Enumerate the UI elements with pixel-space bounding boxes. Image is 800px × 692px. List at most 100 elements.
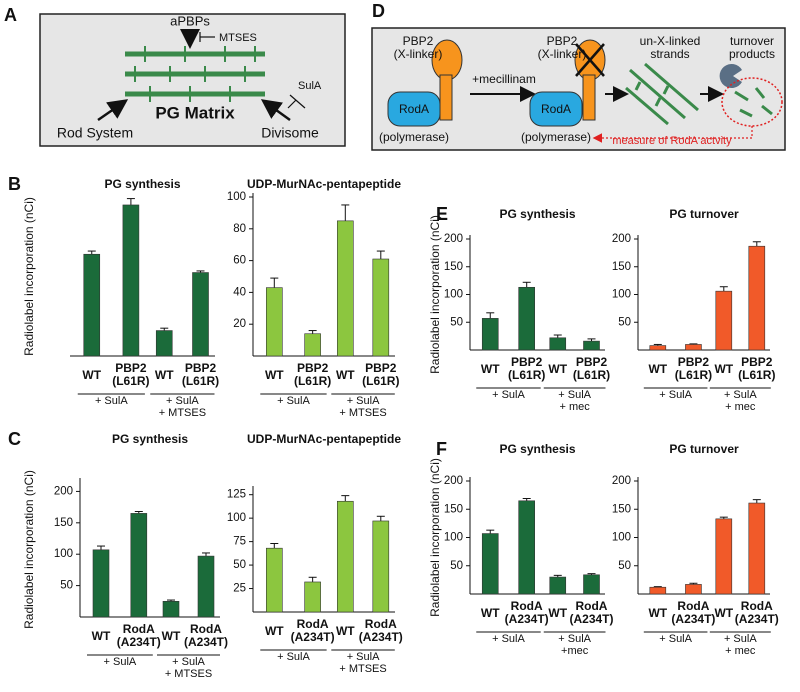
x-tick-label: PBP2 (L61R) — [572, 355, 611, 382]
x-tick-label: WT — [648, 605, 668, 620]
x-tick-label-box: PBP2 (L61R) — [738, 355, 776, 382]
bar — [192, 272, 209, 357]
x-tick-label-box: PBP2 (L61R) — [675, 356, 712, 381]
bar — [336, 220, 354, 357]
group-label: + SulA + MTSES — [158, 396, 207, 419]
y-tick-label: 50 — [450, 560, 463, 572]
y-axis-label: Radiolabel incorporation (nCi) — [22, 470, 36, 629]
y-tick-label: 100 — [444, 532, 463, 544]
bar — [481, 318, 499, 351]
group-label-box: + SulA + MTSES — [158, 396, 207, 419]
group-label-box: + SulA — [104, 657, 137, 668]
chart-title: UDP-MurNAc-pentapeptide — [247, 177, 401, 191]
y-tick-label: 60 — [233, 255, 246, 267]
x-tick-label-box: WT — [264, 367, 284, 382]
y-tick-label: 150 — [612, 261, 631, 273]
chart-title: UDP-MurNAc-pentapeptide — [247, 432, 401, 446]
group-label: + SulA — [277, 652, 310, 663]
x-tick-label-box: WT — [336, 624, 355, 637]
x-tick-label: WT — [480, 361, 500, 376]
x-tick-label: PBP2 (L61R) — [362, 361, 400, 388]
x-tick-label-box: RodA (A234T) — [117, 623, 161, 648]
x-tick-label-box: WT — [648, 361, 668, 376]
y-tick-label: 200 — [54, 485, 73, 497]
group-label-box: + SulA +mec — [558, 634, 591, 656]
label: +mecillinam — [472, 72, 536, 86]
group-label: + SulA — [659, 390, 692, 401]
crosslinks — [134, 46, 256, 102]
x-tick-label: WT — [714, 361, 734, 376]
bar — [336, 500, 354, 613]
group-label-box: + SulA — [277, 652, 310, 663]
panel-label: E — [436, 204, 448, 224]
strands-graphic — [625, 62, 699, 126]
group-label-box: + SulA — [94, 396, 128, 407]
x-tick-label-box: WT — [336, 368, 355, 381]
products-outline — [721, 77, 783, 127]
group-label: + SulA + mec — [723, 634, 757, 657]
x-tick-label: PBP2 (L61R) — [508, 355, 546, 382]
group-label-box: + SulA — [492, 634, 525, 645]
x-tick-label-box: WT — [548, 605, 568, 620]
x-tick-label: WT — [648, 361, 668, 376]
x-tick-label-box: RodA (A234T) — [671, 599, 716, 626]
group-label: + SulA — [492, 390, 525, 401]
x-tick-label: PBP2 (L61R) — [112, 361, 150, 388]
bar — [265, 547, 283, 613]
x-tick-label: RodA (A234T) — [671, 599, 716, 626]
group-label: + SulA + MTSES — [339, 652, 387, 675]
x-tick-label: WT — [548, 361, 568, 376]
y-axis-label: Radiolabel incorporation (nCi) — [428, 458, 442, 617]
group-label-box: + SulA + mec — [558, 390, 591, 413]
roda-shape — [529, 91, 583, 127]
x-tick-label-box: RodA (A234T) — [183, 622, 228, 649]
bar — [685, 584, 702, 595]
chart-title: PG synthesis — [499, 442, 575, 456]
bar — [549, 337, 567, 351]
bar — [481, 533, 499, 595]
x-tick-label: RodA (A234T) — [183, 622, 228, 649]
y-tick-label: 200 — [444, 475, 463, 487]
x-tick-label: WT — [548, 605, 568, 620]
group-label: + SulA + mec — [558, 390, 591, 413]
x-tick-label: WT — [82, 367, 102, 382]
x-tick-label-box: PBP2 (L61R) — [508, 355, 546, 382]
bar — [748, 245, 766, 351]
x-tick-label-box: WT — [548, 361, 568, 376]
bar — [197, 555, 215, 618]
x-tick-label-box: RodA (A234T) — [504, 599, 549, 626]
panel-label: A — [4, 5, 17, 25]
bar — [304, 333, 321, 357]
panel-label: D — [372, 1, 385, 21]
y-tick-label: 100 — [612, 289, 631, 301]
y-tick-label: 50 — [618, 316, 631, 328]
products-graphic — [734, 87, 773, 118]
group-label: + SulA — [94, 396, 128, 407]
x-tick-label: RodA (A234T) — [290, 617, 335, 644]
roda-shape — [387, 91, 441, 127]
inhibitor — [287, 99, 297, 109]
y-tick-label: 50 — [618, 560, 631, 572]
x-tick-label: RodA (A234T) — [504, 599, 549, 626]
group-label-box: + SulA — [659, 390, 692, 401]
inhibitor — [289, 94, 306, 109]
y-tick-label: 150 — [612, 503, 631, 515]
y-tick-label: 40 — [233, 286, 246, 298]
x-tick-label: WT — [480, 605, 500, 620]
y-tick-label: 100 — [444, 289, 463, 301]
label: PG Matrix — [155, 103, 235, 122]
cross — [575, 43, 605, 77]
bar — [372, 520, 390, 613]
panel-label: F — [436, 439, 447, 459]
group-label-box: + SulA + MTSES — [165, 657, 212, 679]
label: Divisome — [261, 125, 319, 141]
diagram-a: A aPBPs MTSES PG Matrix Rod System Divis… — [4, 5, 346, 147]
group-label: + SulA — [277, 396, 310, 407]
x-tick-label-box: WT — [714, 606, 733, 619]
y-tick-label: 200 — [612, 475, 631, 487]
x-tick-label: PBP2 (L61R) — [738, 355, 776, 382]
x-tick-label-box: WT — [714, 361, 734, 376]
x-tick-label: WT — [264, 367, 284, 382]
y-tick-label: 20 — [233, 318, 246, 330]
chart-title: PG turnover — [669, 207, 739, 221]
